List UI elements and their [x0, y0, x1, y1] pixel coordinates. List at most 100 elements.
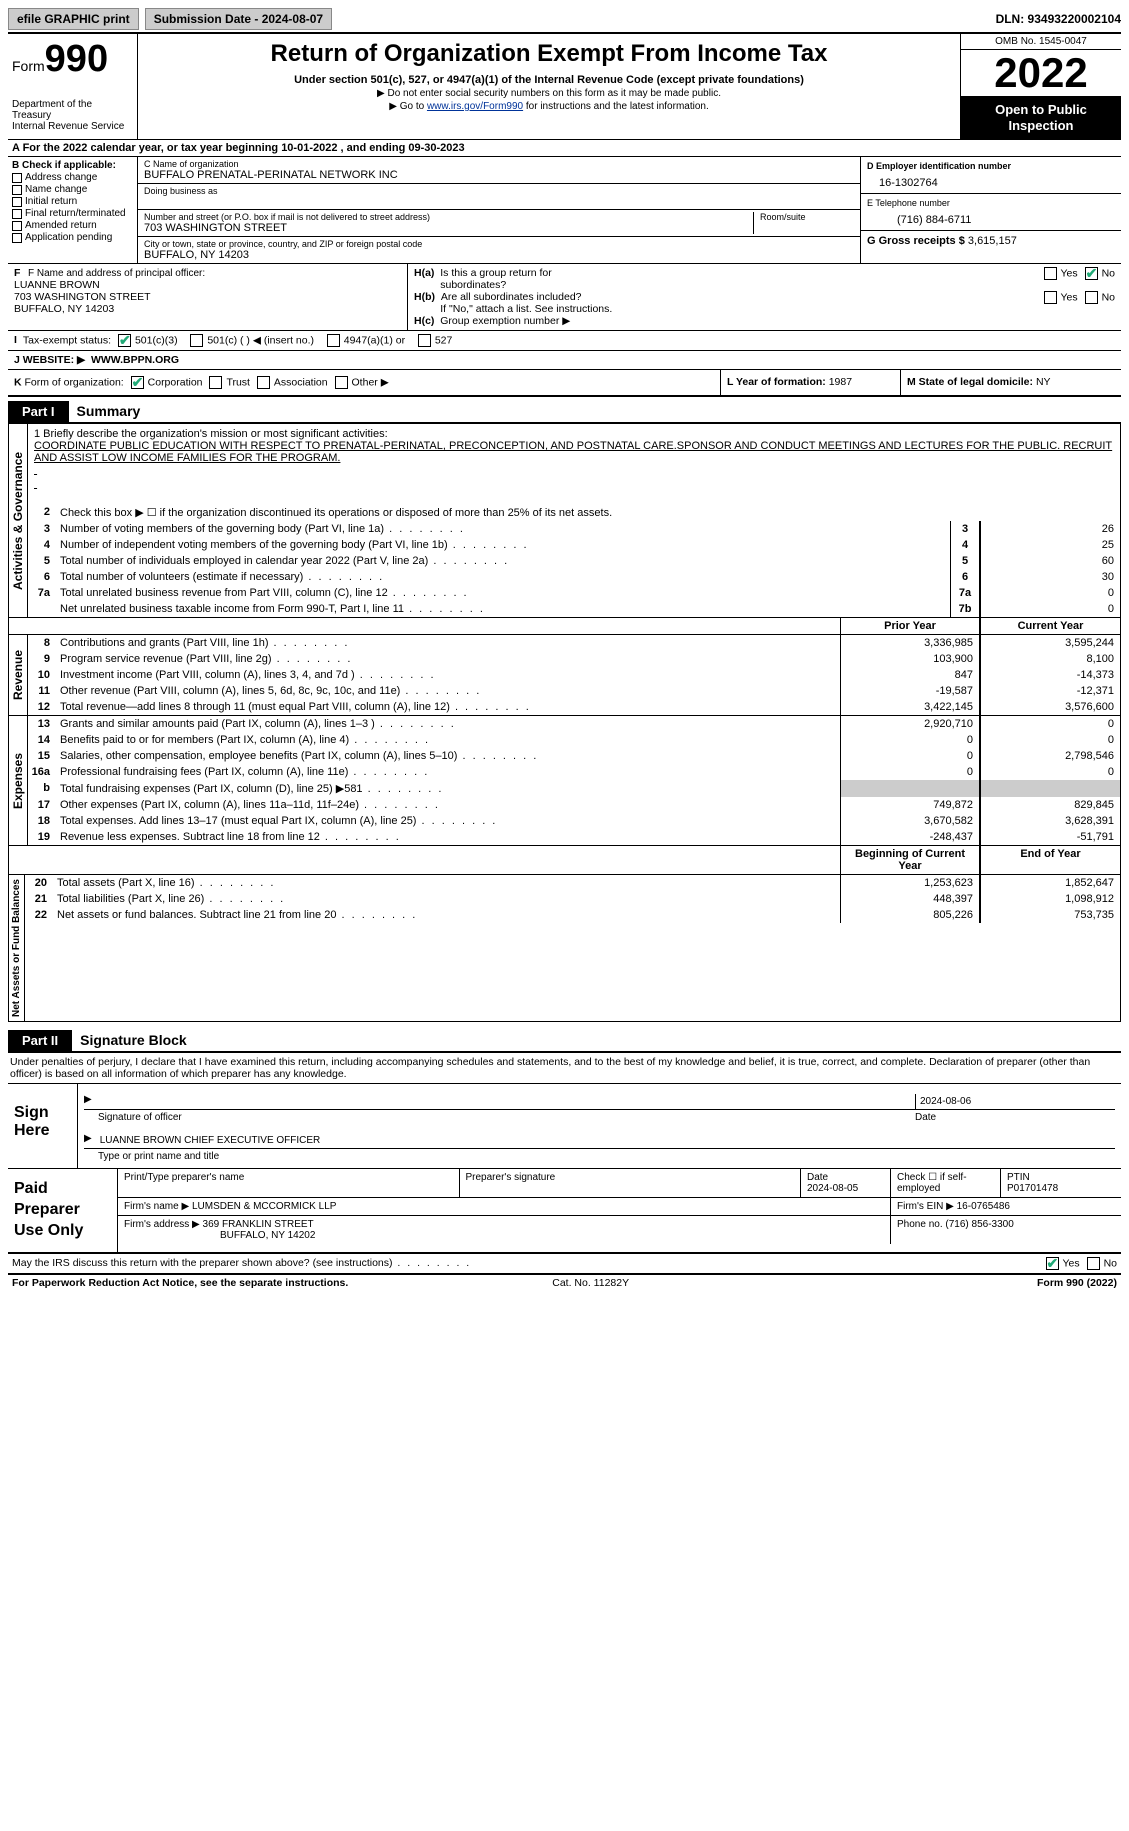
- cb-application-pending[interactable]: Application pending: [12, 232, 133, 243]
- firm-ein: 16-0765486: [957, 1201, 1010, 1212]
- cb-initial-return[interactable]: Initial return: [12, 196, 133, 207]
- note-link: ▶ Go to www.irs.gov/Form990 for instruct…: [146, 101, 952, 112]
- firm-name: LUMSDEN & MCCORMICK LLP: [192, 1201, 336, 1212]
- name-title-label: Type or print name and title: [84, 1151, 1115, 1162]
- tax-year: 2022: [961, 50, 1121, 96]
- submission-date-button[interactable]: Submission Date - 2024-08-07: [145, 8, 332, 30]
- year-formation: 1987: [829, 376, 852, 388]
- phone-value: (716) 884-6711: [867, 208, 1115, 226]
- firm-phone-label: Phone no.: [897, 1219, 943, 1230]
- firm-name-label: Firm's name ▶: [124, 1201, 189, 1212]
- efile-print-button[interactable]: efile GRAPHIC print: [8, 8, 139, 30]
- city-label: City or town, state or province, country…: [144, 239, 854, 249]
- paperwork-notice: For Paperwork Reduction Act Notice, see …: [12, 1277, 348, 1289]
- entity-info-block: B Check if applicable: Address change Na…: [8, 156, 1121, 263]
- cb-amended-return[interactable]: Amended return: [12, 220, 133, 231]
- h-b-row: H(b) Are all subordinates included? Yes …: [414, 291, 1115, 315]
- officer-name-title: LUANNE BROWN CHIEF EXECUTIVE OFFICER: [96, 1133, 325, 1148]
- form-subtitle: Under section 501(c), 527, or 4947(a)(1)…: [146, 74, 952, 86]
- summary-line-11: 11Other revenue (Part VIII, column (A), …: [28, 683, 1120, 699]
- penalty-statement: Under penalties of perjury, I declare th…: [8, 1051, 1121, 1083]
- cb-trust[interactable]: [209, 376, 222, 389]
- cb-final-return[interactable]: Final return/terminated: [12, 208, 133, 219]
- phone-label: E Telephone number: [867, 198, 1115, 208]
- website-row: J Website: ▶ WWW.BPPN.ORG: [8, 350, 1121, 369]
- summary-table: Activities & Governance 1 Briefly descri…: [8, 422, 1121, 1022]
- paid-preparer-block: Paid Preparer Use Only Print/Type prepar…: [8, 1169, 1121, 1253]
- cb-association[interactable]: [257, 376, 270, 389]
- row-k-l-m: K Form of organization: Corporation Trus…: [8, 369, 1121, 397]
- may-discuss-row: May the IRS discuss this return with the…: [8, 1254, 1121, 1273]
- cb-discuss-no[interactable]: [1087, 1257, 1100, 1270]
- cb-other[interactable]: [335, 376, 348, 389]
- top-toolbar: efile GRAPHIC print Submission Date - 20…: [8, 8, 1121, 30]
- summary-line-7a: 7aTotal unrelated business revenue from …: [28, 585, 1120, 601]
- side-netassets: Net Assets or Fund Balances: [9, 875, 25, 1021]
- date-label: Date: [915, 1112, 1115, 1123]
- cb-address-change[interactable]: Address change: [12, 172, 133, 183]
- column-header-row: b Prior Year Current Year: [24, 618, 1120, 634]
- prep-name-label: Print/Type preparer's name: [124, 1172, 453, 1183]
- summary-line-13: 13Grants and similar amounts paid (Part …: [28, 716, 1120, 732]
- cb-501c[interactable]: [190, 334, 203, 347]
- signature-field[interactable]: [96, 1094, 915, 1109]
- box-b-header: B Check if applicable:: [12, 160, 133, 171]
- form-header: Form990 Department of the Treasury Inter…: [8, 32, 1121, 139]
- omb-number: OMB No. 1545-0047: [961, 34, 1121, 50]
- cb-501c3[interactable]: [118, 334, 131, 347]
- form-title: Return of Organization Exempt From Incom…: [146, 40, 952, 68]
- firm-addr1: 369 FRANKLIN STREET: [203, 1219, 314, 1230]
- irs-link[interactable]: www.irs.gov/Form990: [427, 101, 523, 112]
- summary-line-17: 17Other expenses (Part IX, column (A), l…: [28, 797, 1120, 813]
- summary-line-15: 15Salaries, other compensation, employee…: [28, 748, 1120, 764]
- cat-no: Cat. No. 11282Y: [552, 1277, 629, 1289]
- summary-line-16a: 16aProfessional fundraising fees (Part I…: [28, 764, 1120, 780]
- dba-label: Doing business as: [144, 186, 854, 196]
- ptin-label: PTIN: [1007, 1172, 1115, 1183]
- summary-line-12: 12Total revenue—add lines 8 through 11 (…: [28, 699, 1120, 715]
- cb-discuss-yes[interactable]: [1046, 1257, 1059, 1270]
- sign-here-label: Sign Here: [8, 1084, 78, 1168]
- paid-preparer-label: Paid Preparer Use Only: [8, 1169, 118, 1251]
- summary-line-3: 3Number of voting members of the governi…: [28, 521, 1120, 537]
- form-number: Form990: [12, 38, 133, 81]
- street-value: 703 WASHINGTON STREET: [144, 222, 753, 234]
- part1-header: Part ISummary: [8, 397, 1121, 422]
- firm-addr2: BUFFALO, NY 14202: [124, 1230, 315, 1241]
- sign-date: 2024-08-06: [915, 1094, 1115, 1109]
- cb-name-change[interactable]: Name change: [12, 184, 133, 195]
- side-revenue: Revenue: [9, 635, 28, 715]
- dept-label: Department of the Treasury: [12, 99, 133, 121]
- cb-527[interactable]: [418, 334, 431, 347]
- ptin-value: P01701478: [1007, 1183, 1115, 1194]
- summary-line-4: 4Number of independent voting members of…: [28, 537, 1120, 553]
- gross-label: G Gross receipts $: [867, 235, 965, 247]
- summary-line-8: 8Contributions and grants (Part VIII, li…: [28, 635, 1120, 651]
- note-ssn: ▶ Do not enter social security numbers o…: [146, 88, 952, 99]
- box-b-checkboxes: B Check if applicable: Address change Na…: [8, 157, 138, 263]
- sig-label: Signature of officer: [84, 1112, 915, 1123]
- org-name-label: C Name of organization: [144, 159, 854, 169]
- website-value: WWW.BPPN.ORG: [91, 354, 179, 366]
- firm-addr-label: Firm's address ▶: [124, 1219, 200, 1230]
- sign-here-block: Sign Here 2024-08-06 Signature of office…: [8, 1083, 1121, 1169]
- summary-line-5: 5Total number of individuals employed in…: [28, 553, 1120, 569]
- cb-4947[interactable]: [327, 334, 340, 347]
- part2-header: Part IISignature Block: [8, 1026, 1121, 1051]
- hdr-current-year: Current Year: [980, 618, 1120, 634]
- prep-date-label: Date: [807, 1172, 884, 1183]
- summary-line-10: 10Investment income (Part VIII, column (…: [28, 667, 1120, 683]
- street-label: Number and street (or P.O. box if mail i…: [144, 212, 753, 222]
- line-a-tax-year: A For the 2022 calendar year, or tax yea…: [8, 139, 1121, 156]
- officer-name: LUANNE BROWN: [14, 279, 401, 291]
- cb-corporation[interactable]: [131, 376, 144, 389]
- ein-value: 16-1302764: [867, 171, 1115, 189]
- officer-addr2: BUFFALO, NY 14203: [14, 303, 401, 315]
- summary-line-18: 18Total expenses. Add lines 13–17 (must …: [28, 813, 1120, 829]
- line-2: 2 Check this box ▶ ☐ if the organization…: [28, 504, 1120, 521]
- tax-status-row: ITax-exempt status: 501(c)(3) 501(c) ( )…: [8, 330, 1121, 350]
- hdr-prior-year: Prior Year: [840, 618, 980, 634]
- dln-label: DLN: 93493220002104: [996, 12, 1121, 26]
- h-a-row: H(a) Is this a group return for Yes No s…: [414, 267, 1115, 291]
- year-formation-label: L Year of formation:: [727, 376, 826, 388]
